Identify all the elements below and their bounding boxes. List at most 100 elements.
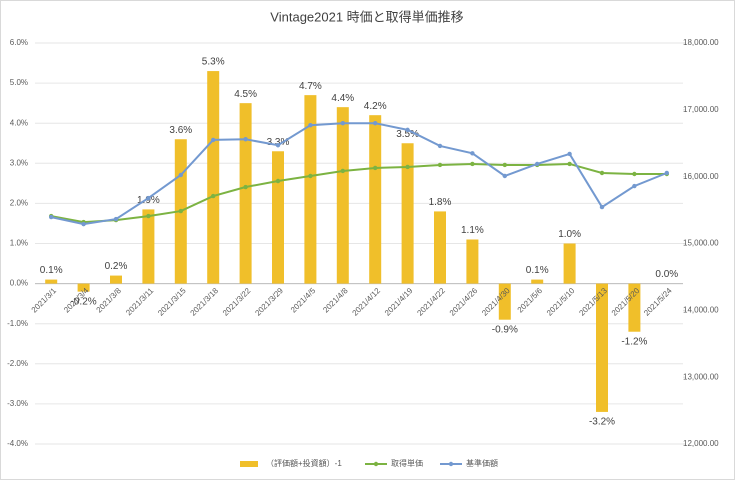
data-label: 3.3% — [267, 137, 290, 148]
line-marker — [211, 137, 216, 143]
line — [51, 162, 667, 224]
line-marker — [405, 127, 410, 133]
y-tick-label: 1.0% — [10, 239, 28, 248]
line-marker — [632, 183, 637, 189]
line-marker — [113, 216, 119, 222]
line-marker — [146, 213, 151, 219]
data-label: 4.2% — [364, 101, 387, 112]
bar — [304, 95, 317, 284]
data-label: 5.3% — [202, 57, 225, 68]
line-marker — [567, 161, 572, 167]
y-tick-label: 2.0% — [10, 199, 28, 208]
data-label: -3.2% — [589, 417, 615, 428]
data-label: 0.1% — [40, 265, 63, 276]
y2-tick-label: 14,000.00 — [683, 305, 719, 314]
y-tick-label: 5.0% — [10, 78, 28, 87]
line-marker — [146, 195, 151, 201]
y-tick-label: 4.0% — [10, 118, 28, 127]
data-label: 1.9% — [137, 195, 160, 206]
bar — [369, 115, 382, 284]
legend-label: 取得単価 — [391, 458, 423, 468]
line-marker — [243, 184, 248, 190]
bar — [110, 275, 122, 284]
line-marker — [437, 162, 443, 168]
bar — [466, 239, 479, 284]
y-tick-label: 6.0% — [10, 38, 28, 47]
line-marker — [470, 161, 475, 167]
line-marker — [470, 151, 475, 156]
bar — [272, 151, 284, 284]
bar — [434, 211, 446, 284]
y2-tick-label: 18,000.00 — [683, 38, 719, 47]
bar — [628, 283, 641, 332]
line-marker — [211, 193, 216, 199]
line-marker — [502, 162, 507, 168]
line-marker — [178, 208, 183, 214]
y-tick-label: 3.0% — [10, 158, 28, 167]
bar — [498, 283, 511, 320]
data-label: 1.0% — [558, 229, 581, 240]
line-marker — [567, 151, 572, 157]
data-label: 1.8% — [429, 197, 452, 208]
legend-label: （評価額+投資額）-1 — [266, 458, 342, 468]
line-marker — [599, 204, 605, 210]
line-marker — [437, 143, 443, 149]
data-label: 4.5% — [234, 89, 257, 100]
data-label: 3.5% — [396, 129, 419, 140]
data-label: 4.7% — [299, 81, 322, 92]
y-tick-label: -4.0% — [7, 439, 28, 448]
bar — [596, 283, 608, 412]
y-tick-label: -3.0% — [7, 399, 28, 408]
bar — [77, 283, 90, 292]
data-label: 3.6% — [169, 125, 192, 136]
line-marker — [599, 170, 605, 176]
line-marker — [275, 143, 281, 148]
y-tick-label: -1.0% — [7, 319, 28, 328]
data-label: -0.2% — [71, 296, 97, 307]
legend-swatch — [240, 461, 258, 467]
line-marker — [340, 168, 345, 174]
line-marker — [178, 172, 183, 178]
bar — [142, 209, 155, 284]
line-marker — [308, 123, 313, 128]
y2-tick-label: 13,000.00 — [683, 372, 719, 381]
data-label: 0.2% — [105, 261, 128, 272]
bar — [207, 71, 220, 284]
bar — [401, 143, 414, 284]
line-marker — [275, 178, 281, 184]
y-tick-label: 0.0% — [10, 279, 28, 288]
legend-label: 基準価額 — [466, 458, 498, 468]
line-marker — [308, 173, 313, 179]
line-marker — [243, 137, 248, 142]
chart-title: Vintage2021 時価と取得単価推移 — [270, 9, 463, 24]
bar — [531, 279, 544, 284]
data-label: 1.1% — [461, 225, 484, 236]
line-marker — [340, 121, 345, 126]
line-marker — [49, 214, 54, 220]
y2-tick-label: 12,000.00 — [683, 439, 719, 448]
data-label: -0.9% — [492, 324, 518, 335]
data-label: 0.1% — [526, 265, 549, 276]
legend-marker — [448, 461, 454, 467]
line-marker — [502, 173, 507, 179]
line-marker — [373, 165, 378, 171]
data-label: 0.0% — [655, 269, 678, 280]
data-label: -1.2% — [621, 336, 647, 347]
line-marker — [405, 164, 410, 170]
bar — [45, 279, 58, 284]
y2-tick-label: 15,000.00 — [683, 239, 719, 248]
legend-marker — [373, 461, 379, 467]
line-marker — [664, 170, 669, 176]
line-marker — [632, 171, 637, 177]
line — [50, 122, 668, 226]
bar — [239, 103, 252, 284]
bar — [336, 107, 349, 284]
line-marker — [535, 161, 540, 167]
y2-tick-label: 17,000.00 — [683, 105, 719, 114]
y2-tick-label: 16,000.00 — [683, 172, 719, 181]
y-tick-label: -2.0% — [7, 359, 28, 368]
line-marker — [373, 121, 378, 126]
line-marker — [81, 221, 86, 227]
